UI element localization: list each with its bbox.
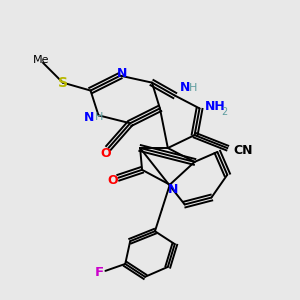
Text: N: N xyxy=(83,111,94,124)
Text: 2: 2 xyxy=(221,107,228,117)
Text: H: H xyxy=(95,112,104,122)
Text: Me: Me xyxy=(33,55,49,65)
Text: O: O xyxy=(107,174,118,187)
Text: N: N xyxy=(180,81,190,94)
Text: S: S xyxy=(58,76,68,90)
Text: CN: CN xyxy=(233,143,253,157)
Text: F: F xyxy=(95,266,104,279)
Text: N: N xyxy=(168,183,178,196)
Text: H: H xyxy=(189,82,197,93)
Text: N: N xyxy=(117,67,128,80)
Text: O: O xyxy=(100,148,111,160)
Text: NH: NH xyxy=(205,100,225,113)
